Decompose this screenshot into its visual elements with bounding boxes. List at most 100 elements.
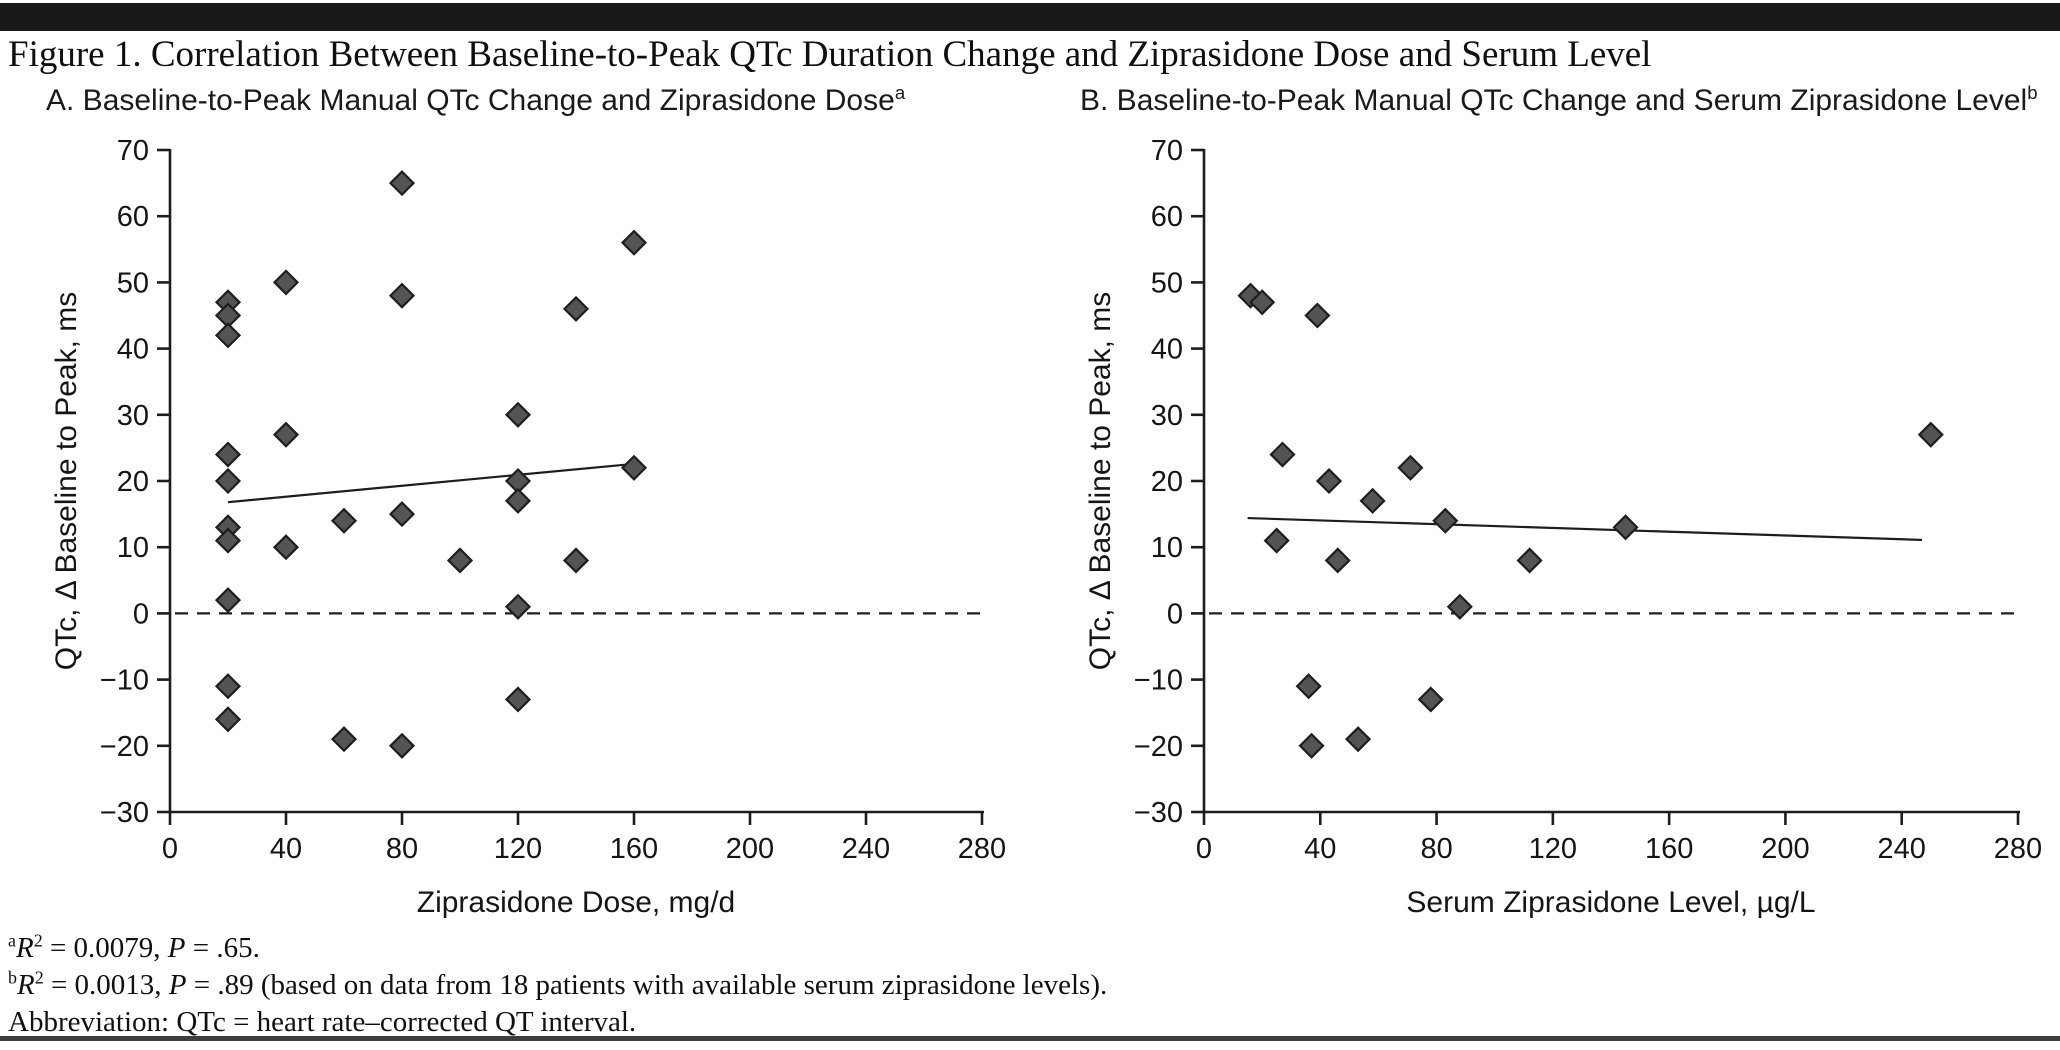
y-tick-label: 30 (117, 400, 149, 432)
y-tick-label: −30 (1134, 797, 1183, 829)
data-point-diamond (330, 726, 358, 753)
y-tick-label: 10 (1151, 532, 1183, 564)
footnote-abbreviation: Abbreviation: QTc = heart rate–corrected… (8, 1004, 2048, 1041)
y-tick-label: 20 (117, 466, 149, 498)
footnote-segment: R (16, 969, 35, 1001)
x-tick-label: 120 (494, 833, 542, 865)
data-point-diamond (620, 229, 648, 256)
x-tick-label: 280 (958, 833, 1006, 865)
y-tick-label: 50 (117, 267, 149, 299)
x-tick-label: 0 (1196, 833, 1212, 865)
x-tick-label: 40 (1304, 833, 1336, 865)
data-point-diamond (388, 282, 416, 309)
footnote-segment: a (8, 930, 16, 951)
x-tick-label: 80 (1420, 833, 1452, 865)
top-rule (0, 3, 2060, 31)
y-tick-label: 70 (117, 135, 149, 167)
footnote-segment: Abbreviation: QTc = heart rate–corrected… (8, 1006, 637, 1038)
bottom-rule (0, 1036, 2060, 1041)
footnote-segment: b (8, 967, 17, 988)
panel-a-subtitle-superscript: a (894, 82, 906, 103)
data-point-diamond (1612, 514, 1639, 541)
footnote-segment: P (167, 932, 186, 964)
panel-b-subtitle-text: B. Baseline-to-Peak Manual QTc Change an… (1080, 84, 2028, 117)
data-point-diamond (1446, 593, 1473, 620)
x-tick-label: 200 (726, 833, 774, 865)
data-point-diamond (1917, 421, 1944, 448)
data-point-diamond (1345, 726, 1372, 753)
data-point-diamond (1516, 547, 1543, 574)
y-tick-label: 70 (1151, 135, 1183, 167)
y-tick-label: 30 (1151, 400, 1183, 432)
data-point-diamond (1298, 732, 1325, 759)
panel-b-subtitle: B. Baseline-to-Peak Manual QTc Change an… (1080, 82, 2038, 118)
trend-line (227, 463, 629, 504)
data-point-diamond (1249, 289, 1276, 316)
data-point-diamond (388, 501, 416, 528)
data-point-diamond (504, 686, 532, 713)
y-tick-label: 10 (117, 532, 149, 564)
data-point-diamond (1432, 507, 1459, 534)
y-axis-title: QTc, Δ Baseline to Peak, ms (50, 292, 83, 671)
footnote-b: bR2 = 0.0013, P = .89 (based on data fro… (8, 967, 2048, 1004)
footnote-segment: R (15, 932, 34, 964)
x-tick-label: 80 (386, 833, 418, 865)
data-point-diamond (272, 534, 300, 561)
y-tick-label: −20 (100, 731, 149, 763)
y-tick-label: −20 (1134, 731, 1183, 763)
panel-b-subtitle-superscript: b (2027, 82, 2038, 103)
data-point-diamond (214, 322, 242, 349)
x-tick-label: 40 (270, 833, 302, 865)
x-tick-label: 240 (842, 833, 890, 865)
footnote-segment: P (168, 969, 187, 1001)
data-point-diamond (620, 454, 648, 481)
y-tick-label: 60 (117, 201, 149, 233)
data-point-diamond (504, 593, 532, 620)
data-point-diamond (1295, 673, 1322, 700)
data-point-diamond (388, 170, 416, 197)
x-tick-label: 160 (1645, 833, 1693, 865)
y-tick-label: 0 (1167, 598, 1183, 630)
x-tick-label: 200 (1761, 833, 1809, 865)
data-point-diamond (214, 527, 242, 554)
y-tick-label: 40 (1151, 334, 1183, 366)
panel-a-subtitle: A. Baseline-to-Peak Manual QTc Change an… (46, 82, 906, 118)
x-tick-label: 160 (610, 833, 658, 865)
data-point-diamond (562, 295, 590, 322)
data-point-diamond (214, 706, 242, 733)
x-tick-label: 240 (1878, 833, 1926, 865)
data-point-diamond (214, 587, 242, 614)
footnote-segment: 2 (34, 967, 44, 988)
y-tick-label: 50 (1151, 267, 1183, 299)
x-tick-label: 0 (162, 833, 178, 865)
panel-b-chart: 70 60 50 40 30 20 10 0 −10 −20 −30 0 40 80 120 160 200 24… (1084, 135, 2042, 919)
y-tick-label: 20 (1151, 466, 1183, 498)
data-point-diamond (1359, 487, 1386, 514)
data-point-diamond (388, 732, 416, 759)
data-point-diamond (504, 487, 532, 514)
footnote-a: aR2 = 0.0079, P = .65. (8, 930, 2048, 967)
y-tick-label: −10 (100, 665, 149, 697)
footnotes: aR2 = 0.0079, P = .65. bR2 = 0.0013, P = … (8, 930, 2048, 1041)
data-point-diamond (1269, 441, 1296, 468)
x-tick-label: 120 (1529, 833, 1577, 865)
data-point-diamond (1304, 302, 1331, 329)
y-axis-title: QTc, Δ Baseline to Peak, ms (1084, 292, 1117, 671)
data-point-diamond (504, 401, 532, 428)
data-point-diamond (214, 467, 242, 495)
footnote-segment: = 0.0013, (43, 969, 169, 1001)
panel-a-chart: 70 60 50 40 30 20 10 0 −10 −20 −30 0 40 80 120 160 200 24… (50, 135, 1006, 919)
data-point-diamond (1324, 547, 1351, 574)
y-tick-label: 0 (133, 598, 149, 630)
data-point-diamond (214, 673, 242, 700)
panel-a-subtitle-text: A. Baseline-to-Peak Manual QTc Change an… (46, 84, 895, 117)
data-point-diamond (1315, 467, 1343, 495)
data-point-diamond (1263, 527, 1290, 554)
trend-line (1247, 516, 1923, 542)
data-point-diamond (1397, 454, 1424, 481)
data-point-diamond (330, 507, 358, 534)
data-point-diamond (562, 547, 590, 574)
y-tick-label: −10 (1134, 665, 1183, 697)
